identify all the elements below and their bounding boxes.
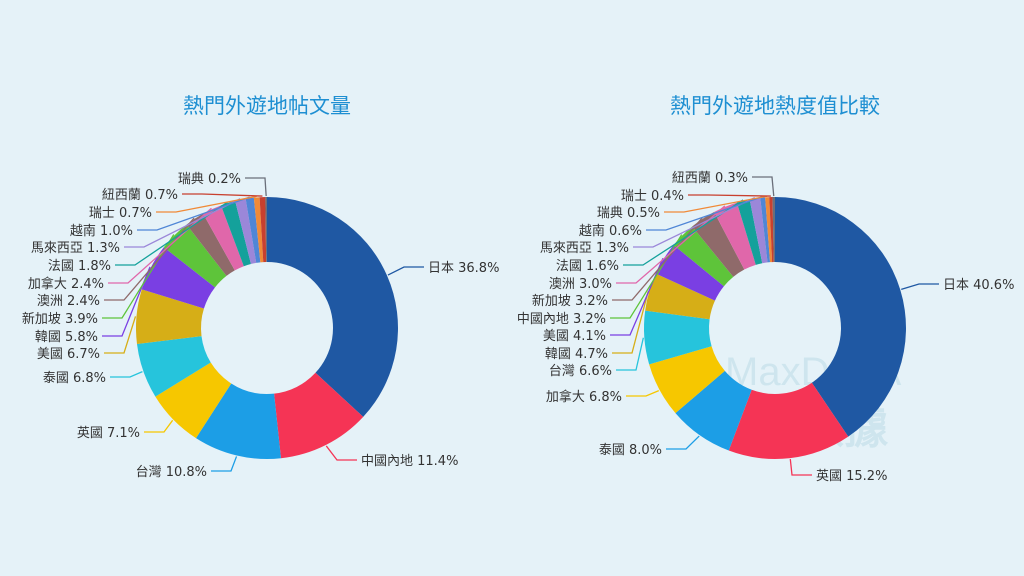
slice-label-瑞典: 瑞典 0.2%	[178, 172, 241, 187]
slice-label-韓國: 韓國 4.7%	[545, 347, 608, 362]
chart-title-posts: 熱門外遊地帖文量	[183, 94, 351, 118]
slice-label-英國: 英國 7.1%	[77, 426, 140, 441]
slice-日本[interactable]	[775, 197, 907, 437]
slice-label-紐西蘭: 紐西蘭 0.3%	[672, 170, 748, 186]
leader-line-韓國	[612, 291, 649, 354]
slice-label-美國: 美國 6.7%	[37, 347, 100, 362]
slice-label-瑞典: 瑞典 0.5%	[597, 206, 660, 221]
slice-紐西蘭[interactable]	[259, 197, 267, 263]
slice-label-新加坡: 新加坡 3.2%	[532, 293, 608, 309]
slice-label-台灣: 台灣 6.6%	[549, 364, 612, 379]
leader-line-美國	[104, 316, 137, 354]
leader-line-瑞士	[688, 194, 771, 197]
leader-line-英國	[144, 419, 174, 433]
slice-label-日本: 日本 36.8%	[428, 261, 499, 276]
slice-瑞典[interactable]	[265, 197, 267, 263]
slice-法國[interactable]	[736, 199, 763, 265]
slice-label-新加坡: 新加坡 3.9%	[22, 311, 98, 327]
slice-label-瑞士: 瑞士 0.4%	[621, 189, 684, 204]
slice-label-中國內地: 中國內地 11.4%	[361, 454, 458, 469]
slice-label-美國: 美國 4.1%	[543, 329, 606, 344]
slice-加拿大[interactable]	[649, 346, 725, 414]
slice-法國[interactable]	[220, 200, 251, 267]
slice-label-英國: 英國 15.2%	[816, 469, 887, 484]
leader-line-馬來西亞	[633, 196, 756, 248]
slice-日本[interactable]	[267, 197, 398, 417]
slice-澳洲[interactable]	[186, 213, 235, 276]
slice-label-法國: 法國 1.6%	[556, 259, 619, 274]
slice-label-中國內地: 中國內地 3.2%	[517, 312, 606, 327]
slice-加拿大[interactable]	[203, 205, 244, 271]
slice-越南[interactable]	[245, 197, 261, 263]
donut-chart-1: 日本 40.6% 英國 15.2% 泰國 8.0% 加拿大 6.8% 台灣 6.6% 韓國…	[517, 170, 1015, 484]
leader-line-英國	[789, 459, 812, 476]
slice-新加坡[interactable]	[163, 224, 227, 288]
donut-chart-0: 日本 36.8% 中國內地 11.4% 台灣 10.8% 英國 7.1% 泰國 6.8%…	[22, 172, 500, 480]
slice-紐西蘭[interactable]	[772, 197, 775, 263]
leader-line-紐西蘭	[752, 176, 775, 197]
slice-瑞士[interactable]	[253, 197, 264, 263]
slice-label-日本: 日本 40.6%	[943, 278, 1014, 293]
slice-澳洲[interactable]	[714, 202, 756, 270]
slice-label-馬來西亞: 馬來西亞 1.3%	[31, 241, 120, 256]
slice-label-越南: 越南 0.6%	[579, 223, 642, 239]
slice-中國內地[interactable]	[673, 226, 734, 287]
slice-label-泰國: 泰國 6.8%	[43, 371, 106, 386]
slice-label-澳洲: 澳洲 3.0%	[549, 276, 612, 292]
leader-line-法國	[623, 199, 744, 266]
slice-中國內地[interactable]	[274, 372, 364, 459]
leader-line-加拿大	[626, 390, 660, 397]
leader-line-台灣	[616, 337, 644, 371]
slice-label-法國: 法國 1.8%	[48, 259, 111, 274]
leader-line-紐西蘭	[182, 193, 263, 197]
slice-新加坡[interactable]	[692, 212, 745, 277]
leader-line-韓國	[102, 266, 151, 337]
slice-label-加拿大: 加拿大 6.8%	[546, 389, 622, 405]
leader-line-日本	[901, 283, 939, 291]
leader-line-瑞士	[156, 195, 257, 213]
slice-泰國[interactable]	[675, 370, 752, 451]
chart-title-popularity: 熱門外遊地熱度值比較	[670, 94, 880, 118]
slice-label-台灣: 台灣 10.8%	[136, 465, 207, 480]
slice-越南[interactable]	[760, 197, 771, 263]
leader-line-越南	[646, 195, 763, 231]
slice-韓國[interactable]	[645, 273, 715, 320]
slice-label-韓國: 韓國 5.8%	[35, 330, 98, 345]
leader-line-瑞典	[664, 195, 768, 213]
leader-line-泰國	[666, 435, 700, 450]
leader-line-加拿大	[108, 207, 212, 284]
leader-line-馬來西亞	[124, 198, 241, 248]
slice-瑞典[interactable]	[765, 197, 773, 263]
leader-line-越南	[137, 196, 250, 231]
slice-label-紐西蘭: 紐西蘭 0.7%	[102, 187, 178, 203]
leader-line-中國內地	[325, 445, 357, 461]
slice-英國[interactable]	[155, 362, 232, 439]
slice-label-馬來西亞: 馬來西亞 1.3%	[540, 241, 629, 256]
slice-韓國[interactable]	[141, 247, 216, 309]
slice-label-加拿大: 加拿大 2.4%	[28, 276, 104, 292]
slice-label-澳洲: 澳洲 2.4%	[37, 293, 100, 309]
slice-馬來西亞[interactable]	[749, 197, 768, 264]
leader-line-日本	[387, 266, 424, 276]
leader-line-台灣	[211, 456, 238, 472]
slice-馬來西亞[interactable]	[235, 198, 257, 264]
slice-台灣[interactable]	[644, 310, 712, 365]
leader-line-法國	[115, 201, 229, 266]
slice-label-越南: 越南 1.0%	[70, 223, 133, 239]
slice-美國[interactable]	[136, 289, 204, 345]
slice-英國[interactable]	[728, 382, 849, 459]
slice-泰國[interactable]	[136, 336, 211, 397]
leader-line-瑞典	[245, 177, 267, 197]
leader-line-泰國	[110, 371, 143, 378]
slice-瑞士[interactable]	[769, 197, 774, 263]
slice-台灣[interactable]	[195, 383, 281, 459]
slice-美國[interactable]	[655, 245, 724, 301]
slice-label-泰國: 泰國 8.0%	[599, 443, 662, 458]
slice-label-瑞士: 瑞士 0.7%	[89, 206, 152, 221]
